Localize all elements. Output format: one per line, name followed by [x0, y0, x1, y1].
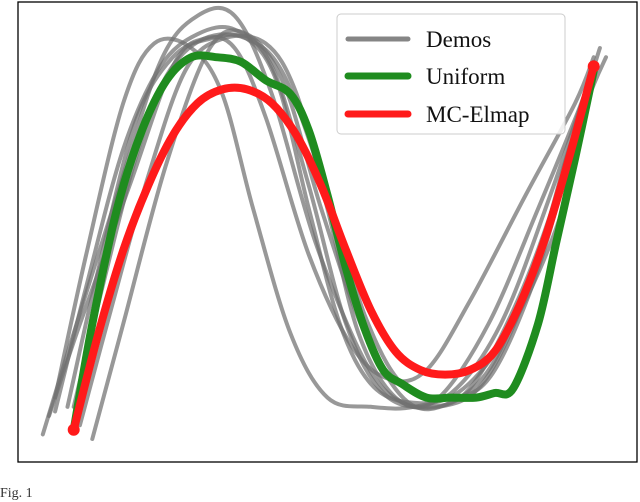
- mc-elmap-line: [69, 62, 598, 434]
- mc-elmap-start-point: [67, 423, 80, 436]
- mc-elmap-series: [67, 60, 600, 436]
- legend-label-mc-elmap: MC-Elmap: [426, 102, 530, 127]
- mc-elmap-end-point: [587, 60, 600, 73]
- legend-box: [336, 13, 566, 135]
- figure-caption: Fig. 1: [0, 486, 33, 501]
- legend-label-uniform: Uniform: [426, 64, 505, 89]
- plot-frame: [17, 1, 638, 463]
- demo-line-8: [65, 32, 596, 409]
- line-chart: Demos Uniform MC-Elmap: [17, 1, 638, 463]
- legend-label-demos: Demos: [426, 27, 491, 52]
- uniform-series: [69, 51, 598, 434]
- legend: Demos Uniform MC-Elmap: [336, 13, 566, 135]
- uniform-line: [69, 51, 598, 434]
